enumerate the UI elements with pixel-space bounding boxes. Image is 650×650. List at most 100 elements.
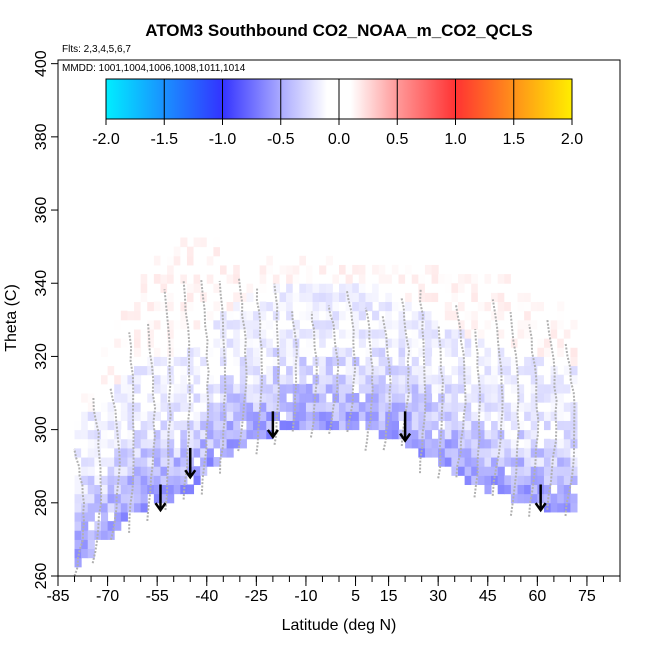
heatmap-cell	[107, 521, 115, 531]
heatmap-cell	[319, 374, 327, 385]
heatmap-cell	[398, 347, 406, 357]
heatmap-cell	[107, 475, 115, 486]
heatmap-cell	[471, 383, 479, 394]
heatmap-cell	[385, 292, 393, 303]
heatmap-cell	[398, 356, 406, 367]
heatmap-cell	[219, 347, 228, 357]
heatmap-cell	[418, 374, 426, 385]
heatmap-cell	[100, 411, 109, 421]
heatmap-cell	[219, 283, 228, 293]
heatmap-cell	[451, 292, 459, 303]
heatmap-cell	[160, 310, 168, 321]
heatmap-cell	[206, 438, 214, 449]
heatmap-cell	[279, 383, 287, 394]
y-tick-label: 360	[33, 197, 50, 224]
heatmap-cell	[180, 457, 188, 467]
heatmap-cell	[147, 338, 155, 348]
heatmap-cell	[87, 411, 95, 421]
heatmap-cell	[94, 383, 102, 394]
heatmap-cell	[563, 484, 571, 495]
heatmap-cell	[153, 466, 161, 476]
heatmap-cell	[246, 420, 254, 431]
heatmap-cell	[239, 393, 247, 403]
heatmap-cell	[557, 475, 565, 486]
heatmap-cell	[233, 393, 241, 403]
heatmap-cell	[411, 365, 419, 376]
heatmap-cell	[233, 420, 241, 431]
heatmap-cell	[200, 292, 208, 303]
heatmap-cell	[563, 420, 571, 431]
heatmap-cell	[200, 264, 208, 275]
heatmap-cell	[431, 292, 439, 303]
heatmap-cell	[524, 383, 532, 394]
heatmap-cell	[378, 328, 386, 339]
heatmap-cell	[114, 493, 122, 504]
heatmap-cell	[365, 301, 373, 312]
heatmap-cell	[550, 319, 558, 330]
heatmap-cell	[352, 319, 360, 330]
heatmap-cell	[405, 283, 413, 293]
heatmap-cell	[312, 310, 320, 321]
heatmap-cell	[491, 319, 499, 330]
heatmap-cell	[193, 301, 201, 312]
heatmap-cell	[239, 338, 247, 348]
heatmap-cell	[431, 383, 439, 394]
heatmap-cell	[180, 374, 188, 385]
heatmap-cell	[94, 411, 102, 421]
heatmap-cell	[464, 393, 472, 403]
heatmap-cell	[471, 466, 479, 476]
heatmap-cell	[491, 328, 499, 339]
heatmap-cell	[186, 374, 195, 385]
heatmap-cell	[471, 328, 479, 339]
heatmap-cell	[153, 393, 161, 403]
heatmap-cell	[557, 502, 565, 513]
heatmap-cell	[74, 530, 82, 540]
heatmap-cell	[81, 539, 89, 550]
heatmap-cell	[233, 301, 241, 312]
heatmap-cell	[140, 484, 148, 495]
heatmap-cell	[391, 393, 400, 403]
heatmap-cell	[266, 255, 274, 266]
heatmap-cell	[504, 365, 512, 376]
heatmap-cell	[266, 411, 274, 421]
heatmap-cell	[127, 466, 135, 476]
heatmap-cell	[451, 438, 459, 449]
heatmap-cell	[332, 420, 340, 431]
heatmap-cell	[186, 347, 195, 357]
heatmap-cell	[358, 411, 366, 421]
heatmap-cell	[246, 411, 254, 421]
heatmap-cell	[186, 438, 195, 449]
heatmap-cell	[438, 319, 446, 330]
heatmap-cell	[504, 429, 512, 440]
heatmap-cell	[81, 475, 89, 486]
colorbar-tick-label: 1.5	[503, 131, 525, 148]
heatmap-cell	[385, 283, 393, 293]
heatmap-cell	[147, 319, 155, 330]
heatmap-cell	[233, 347, 241, 357]
arrow-head	[266, 429, 279, 440]
colorbar-tick-label: 2.0	[561, 131, 583, 148]
heatmap-cell	[339, 411, 347, 421]
heatmap-cell	[266, 310, 274, 321]
heatmap-cell	[517, 411, 525, 421]
heatmap-cell	[226, 365, 234, 376]
heatmap-cell	[557, 301, 565, 312]
heatmap-cell	[431, 338, 439, 348]
heatmap-cell	[305, 402, 314, 412]
heatmap-cell	[543, 447, 552, 458]
heatmap-cell	[213, 237, 221, 248]
heatmap-cell	[524, 292, 532, 303]
heatmap-cell	[550, 429, 558, 440]
heatmap-cell	[398, 383, 406, 394]
heatmap-cell	[239, 301, 247, 312]
heatmap-cell	[213, 255, 221, 266]
heatmap-cell	[431, 438, 439, 449]
heatmap-cell	[438, 338, 446, 348]
heatmap-cell	[411, 274, 419, 284]
heatmap-cell	[524, 475, 532, 486]
heatmap-cell	[74, 411, 82, 421]
heatmap-cell	[74, 493, 82, 504]
heatmap-cell	[200, 429, 208, 440]
heatmap-cell	[186, 429, 195, 440]
heatmap-cell	[444, 383, 452, 394]
